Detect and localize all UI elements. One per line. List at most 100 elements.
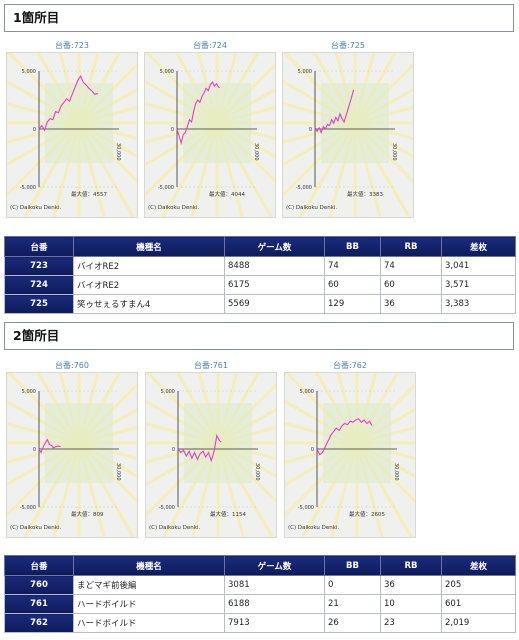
machine-number[interactable]: 725 bbox=[4, 294, 74, 314]
chart-title[interactable]: 台番:760 bbox=[55, 361, 89, 370]
backdrop-panel bbox=[184, 403, 252, 483]
data-line bbox=[316, 418, 373, 456]
chart-title[interactable]: 台番:723 bbox=[55, 41, 89, 50]
col-header: 台番 bbox=[4, 555, 74, 576]
rb-count: 36 bbox=[380, 294, 442, 314]
machine-name: ハードボイルド bbox=[73, 613, 225, 633]
machine-number[interactable]: 761 bbox=[4, 594, 74, 614]
y-tick-label: 5,000 bbox=[22, 389, 36, 395]
y-tick-label: 0 bbox=[33, 127, 36, 133]
machine-number[interactable]: 723 bbox=[4, 256, 74, 276]
col-header: 差枚 bbox=[441, 555, 516, 576]
max-value-label: 最大値：4557 bbox=[71, 192, 107, 198]
y-tick-label: 0 bbox=[171, 127, 174, 133]
data-line bbox=[38, 438, 61, 454]
x-tick-label: 30,000 bbox=[253, 143, 259, 161]
table-header-row: 台番 機種名 ゲーム数 BB RB 差枚 bbox=[4, 555, 516, 576]
x-tick-label: 30,000 bbox=[393, 463, 399, 481]
x-tick-label: 30,000 bbox=[115, 143, 121, 161]
bb-count: 0 bbox=[324, 575, 381, 595]
chart-title[interactable]: 台番:725 bbox=[331, 41, 365, 50]
col-header: 差枚 bbox=[441, 236, 516, 257]
y-tick-label: 0 bbox=[309, 127, 312, 133]
rb-count: 60 bbox=[380, 275, 442, 295]
chart-title[interactable]: 台番:724 bbox=[193, 41, 227, 50]
copyright-text: (C) Daikoku Denki. bbox=[149, 525, 201, 531]
rb-count: 36 bbox=[380, 575, 442, 595]
table-row[interactable]: 762 ハードボイルド 7913 26 23 2,019 bbox=[4, 613, 516, 633]
x-tick-label: 30,000 bbox=[115, 463, 121, 481]
max-value-label: 最大値：809 bbox=[71, 512, 104, 518]
machine-table-1: 台番 機種名 ゲーム数 BB RB 差枚 723 バイオRE2 8488 74 … bbox=[4, 236, 516, 314]
games-count: 6188 bbox=[224, 594, 325, 614]
bb-count: 60 bbox=[324, 275, 381, 295]
bb-count: 26 bbox=[324, 613, 381, 633]
y-tick-label: -5,000 bbox=[159, 505, 175, 511]
machine-number[interactable]: 724 bbox=[4, 275, 74, 295]
y-tick-label: 5,000 bbox=[298, 69, 312, 75]
col-header: 機種名 bbox=[73, 555, 225, 576]
table-row[interactable]: 725 笑ゥせぇるすまん4 5569 129 36 3,383 bbox=[4, 294, 516, 314]
machine-name: 笑ゥせぇるすまん4 bbox=[73, 294, 225, 314]
diff-coins: 3,571 bbox=[441, 275, 516, 295]
y-tick-label: 5,000 bbox=[22, 69, 36, 75]
diff-coins: 205 bbox=[441, 575, 516, 595]
rb-count: 74 bbox=[380, 256, 442, 276]
bb-count: 74 bbox=[324, 256, 381, 276]
diff-coins: 3,383 bbox=[441, 294, 516, 314]
table-row[interactable]: 760 まどマギ前後編 3081 0 36 205 bbox=[4, 575, 516, 595]
machine-number[interactable]: 760 bbox=[4, 575, 74, 595]
data-line bbox=[314, 89, 355, 135]
machine-name: ハードボイルド bbox=[73, 594, 225, 614]
y-tick-label: 5,000 bbox=[300, 389, 314, 395]
copyright-text: (C) Daikoku Denki. bbox=[286, 205, 338, 211]
slump-graph: 5,000 0 -5,000 30,000 最大値：4557 (C) Daikoku … bbox=[6, 52, 138, 218]
backdrop-panel bbox=[323, 403, 391, 483]
games-count: 5569 bbox=[224, 294, 325, 314]
y-tick-label: 0 bbox=[172, 447, 175, 453]
machine-number[interactable]: 762 bbox=[4, 613, 74, 633]
col-header: RB bbox=[380, 555, 442, 576]
y-tick-label: -5,000 bbox=[296, 185, 312, 191]
col-header: BB bbox=[324, 236, 381, 257]
games-count: 8488 bbox=[224, 256, 325, 276]
x-tick-label: 30,000 bbox=[391, 143, 397, 161]
table-row[interactable]: 761 ハードボイルド 6188 21 10 601 bbox=[4, 594, 516, 614]
games-count: 6175 bbox=[224, 275, 325, 295]
max-value-label: 最大値：3383 bbox=[347, 192, 383, 198]
slump-graph: 5,000 0 -5,000 30,000 最大値：2605 (C) Daikoku … bbox=[284, 372, 416, 538]
games-count: 7913 bbox=[224, 613, 325, 633]
diff-coins: 3,041 bbox=[441, 256, 516, 276]
slump-graph: 5,000 0 -5,000 30,000 最大値：809 (C) Daikoku D… bbox=[6, 372, 138, 538]
chart-title[interactable]: 台番:762 bbox=[333, 361, 367, 370]
rb-count: 23 bbox=[380, 613, 442, 633]
y-tick-label: -5,000 bbox=[20, 505, 36, 511]
max-value-label: 最大値：4044 bbox=[209, 192, 245, 198]
copyright-text: (C) Daikoku Denki. bbox=[148, 205, 200, 211]
machine-name: バイオRE2 bbox=[73, 275, 225, 295]
table-row[interactable]: 724 バイオRE2 6175 60 60 3,571 bbox=[4, 275, 516, 295]
games-count: 3081 bbox=[224, 575, 325, 595]
slump-graph: 5,000 0 -5,000 30,000 最大値：4044 (C) Daikoku … bbox=[144, 52, 276, 218]
y-tick-label: -5,000 bbox=[298, 505, 314, 511]
col-header: ゲーム数 bbox=[224, 555, 325, 576]
section-header-2: 2箇所目 bbox=[4, 322, 514, 350]
table-row[interactable]: 723 バイオRE2 8488 74 74 3,041 bbox=[4, 256, 516, 276]
y-tick-label: 0 bbox=[311, 447, 314, 453]
slump-graph: 5,000 0 -5,000 30,000 最大値：3383 (C) Daikoku … bbox=[282, 52, 414, 218]
backdrop-panel bbox=[45, 403, 113, 483]
diff-coins: 601 bbox=[441, 594, 516, 614]
backdrop-panel bbox=[321, 83, 389, 163]
backdrop-panel bbox=[183, 83, 251, 163]
slump-graph: 5,000 0 -5,000 30,000 最大値：1154 (C) Daikoku … bbox=[145, 372, 277, 538]
chart-title[interactable]: 台番:761 bbox=[194, 361, 228, 370]
y-tick-label: 5,000 bbox=[160, 69, 174, 75]
max-value-label: 最大値：2605 bbox=[349, 512, 385, 518]
section-header-1: 1箇所目 bbox=[4, 4, 514, 32]
x-tick-label: 30,000 bbox=[254, 463, 260, 481]
rb-count: 10 bbox=[380, 594, 442, 614]
diff-coins: 2,019 bbox=[441, 613, 516, 633]
y-tick-label: 5,000 bbox=[161, 389, 175, 395]
data-line bbox=[38, 74, 98, 132]
copyright-text: (C) Daikoku Denki. bbox=[288, 525, 340, 531]
